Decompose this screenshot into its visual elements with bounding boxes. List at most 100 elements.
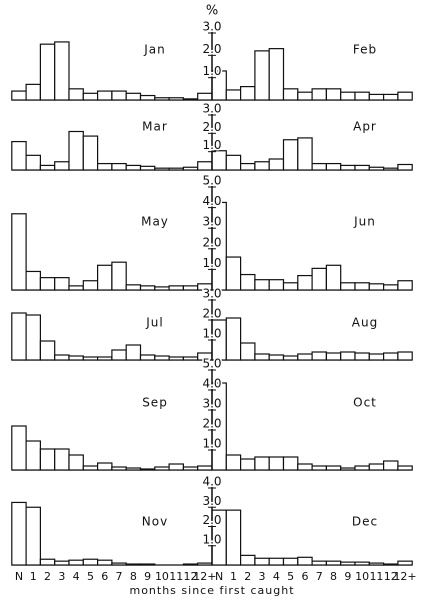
y-axis-label: % <box>206 4 218 19</box>
bar <box>182 166 199 171</box>
bar <box>368 93 385 101</box>
bar <box>240 162 256 171</box>
bar <box>139 468 156 471</box>
x-tick-label: N <box>15 570 23 583</box>
bar <box>368 562 385 566</box>
bar <box>82 356 99 361</box>
bar <box>182 563 199 566</box>
bar <box>240 342 256 361</box>
x-tick-label: 6 <box>101 570 108 583</box>
x-tick-label: 7 <box>116 570 123 583</box>
panel-title: Jun <box>353 215 376 229</box>
y-tick-label: 5.0 <box>202 357 221 371</box>
bar <box>211 150 227 171</box>
bar <box>25 314 42 361</box>
bar <box>311 560 328 566</box>
y-tick-label: 4.0 <box>202 194 221 208</box>
bar <box>268 48 285 101</box>
bar <box>254 279 270 291</box>
y-tick-label: 1.0 <box>202 532 221 546</box>
bar <box>182 466 199 471</box>
x-tick-label: 12+ <box>193 570 216 583</box>
bar <box>325 560 342 566</box>
bar <box>82 558 99 566</box>
x-tick-label: 8 <box>330 570 337 583</box>
bar <box>154 466 170 471</box>
bar <box>268 456 285 471</box>
panel-title: May <box>141 215 169 229</box>
y-tick-label: 2.0 <box>202 417 221 431</box>
bar <box>354 465 370 471</box>
bar <box>182 356 199 361</box>
bar <box>240 273 256 291</box>
bar <box>225 509 242 566</box>
bar <box>325 162 342 171</box>
x-tick-label: 4 <box>273 570 280 583</box>
bar <box>197 465 213 471</box>
bar <box>368 353 385 361</box>
x-axis-label: months since first caught <box>129 584 294 597</box>
panel-title: Jan <box>143 43 166 57</box>
x-tick-label: 2 <box>244 570 251 583</box>
bar <box>25 83 42 101</box>
y-tick-label: 2.0 <box>202 307 221 321</box>
y-tick-label: 3.0 <box>202 397 221 411</box>
bar <box>154 286 170 291</box>
x-tick-label: 3 <box>58 570 65 583</box>
bar <box>39 164 56 171</box>
bar <box>111 466 127 471</box>
bar <box>39 558 56 566</box>
y-tick-label: 1.0 <box>202 256 221 270</box>
bar <box>268 158 285 171</box>
bar <box>311 351 328 361</box>
bar <box>54 354 70 361</box>
bar <box>82 135 99 171</box>
bar <box>68 88 84 101</box>
bar <box>397 163 413 171</box>
bar <box>354 164 370 171</box>
y-tick-label: 3.0 <box>202 102 221 116</box>
x-tick-label: 12+ <box>393 570 416 583</box>
y-tick-label: 3.0 <box>202 494 221 508</box>
bar <box>125 563 142 566</box>
bar <box>125 344 142 361</box>
bar <box>39 43 56 101</box>
x-tick-label: 4 <box>73 570 80 583</box>
bar <box>254 557 270 566</box>
bar <box>68 355 84 361</box>
bar <box>354 561 370 566</box>
x-tick-label: 7 <box>316 570 323 583</box>
bar <box>282 88 299 101</box>
bar <box>282 139 299 171</box>
bar <box>168 97 185 101</box>
x-tick-label: 11 <box>169 570 183 583</box>
panel-title: Oct <box>353 396 377 410</box>
panel-title: Feb <box>353 43 377 57</box>
x-tick-label: 11 <box>369 570 383 583</box>
bar <box>54 448 70 471</box>
bar <box>397 465 413 471</box>
bar <box>383 284 399 291</box>
bar <box>11 312 27 361</box>
bar <box>54 41 70 101</box>
bar <box>125 164 142 171</box>
bar <box>254 50 270 101</box>
bar <box>11 425 27 471</box>
x-tick-label: 3 <box>259 570 266 583</box>
panel-title: Mar <box>142 120 168 134</box>
bar <box>139 563 156 566</box>
x-tick-label: 10 <box>355 570 369 583</box>
bar <box>111 90 127 101</box>
x-tick-label: 5 <box>87 570 94 583</box>
bar <box>11 90 27 101</box>
bar <box>82 280 99 291</box>
bar <box>225 454 242 471</box>
bar <box>68 130 84 171</box>
bar <box>168 167 185 171</box>
bar <box>39 277 56 291</box>
bar <box>82 465 99 471</box>
y-tick-label: 3.0 <box>202 20 221 34</box>
x-tick-label: 5 <box>287 570 294 583</box>
bar <box>125 284 142 291</box>
y-tick-label: 3.0 <box>202 287 221 301</box>
